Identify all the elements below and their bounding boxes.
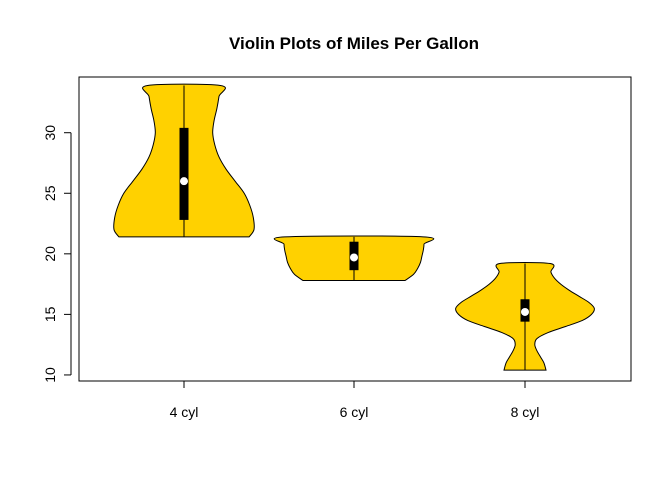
x-axis: 4 cyl 6 cyl 8 cyl xyxy=(170,380,540,420)
violin-median-point xyxy=(180,177,188,186)
violin-median-point xyxy=(521,307,529,316)
x-tick-label: 6 cyl xyxy=(340,404,369,420)
x-tick-label: 8 cyl xyxy=(511,404,540,420)
y-tick-label: 20 xyxy=(42,246,58,262)
x-tick-label: 4 cyl xyxy=(170,404,199,420)
violin-3 xyxy=(455,261,595,371)
y-tick-label: 15 xyxy=(42,306,58,322)
violin-2 xyxy=(273,235,435,281)
violin-median-point xyxy=(350,253,358,262)
violin-layer xyxy=(113,83,595,371)
chart-title: Violin Plots of Miles Per Gallon xyxy=(229,34,479,53)
y-tick-label: 30 xyxy=(42,125,58,141)
y-tick-label: 25 xyxy=(42,185,58,201)
y-axis: 10 15 20 25 30 xyxy=(42,125,72,383)
violin-1 xyxy=(113,83,255,238)
violin-iqr-box xyxy=(179,127,189,220)
y-tick-label: 10 xyxy=(42,367,58,383)
